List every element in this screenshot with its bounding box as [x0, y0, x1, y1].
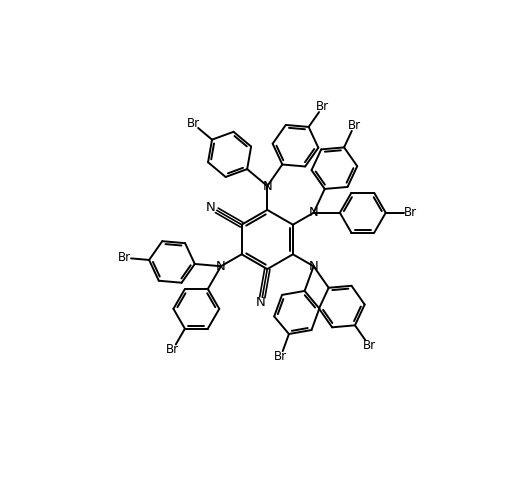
Text: Br: Br: [166, 343, 179, 356]
Text: N: N: [309, 206, 319, 219]
Text: N: N: [256, 297, 266, 309]
Text: N: N: [309, 260, 319, 273]
Text: Br: Br: [274, 351, 287, 364]
Text: Br: Br: [316, 101, 329, 114]
Text: N: N: [262, 180, 272, 193]
Text: Br: Br: [404, 206, 417, 219]
Text: Br: Br: [187, 117, 200, 130]
Text: Br: Br: [118, 251, 131, 264]
Text: N: N: [216, 260, 226, 273]
Text: Br: Br: [362, 339, 375, 352]
Text: Br: Br: [348, 119, 361, 132]
Text: N: N: [205, 201, 215, 214]
